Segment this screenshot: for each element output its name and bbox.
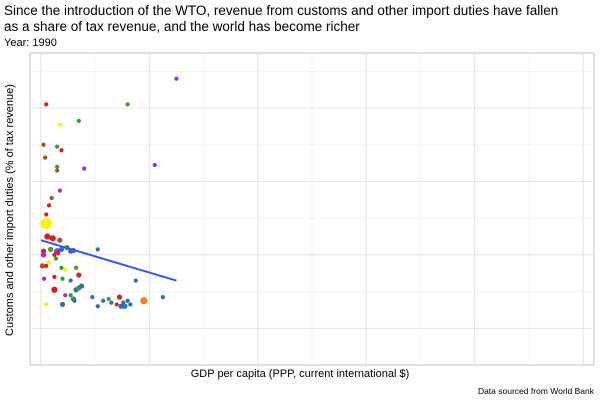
data-point bbox=[57, 237, 63, 243]
data-point bbox=[44, 233, 51, 240]
data-point bbox=[53, 256, 59, 261]
data-point bbox=[174, 76, 179, 81]
data-point bbox=[125, 298, 130, 303]
data-point bbox=[44, 212, 49, 217]
data-point bbox=[40, 218, 52, 230]
data-point bbox=[68, 293, 73, 298]
data-point bbox=[125, 102, 130, 107]
data-point bbox=[90, 294, 95, 300]
data-point bbox=[78, 283, 85, 289]
data-point bbox=[57, 188, 62, 193]
y-axis-label: Customs and other import duties (% of ta… bbox=[4, 84, 16, 336]
data-point bbox=[59, 301, 66, 308]
data-point bbox=[52, 274, 57, 280]
data-point bbox=[41, 142, 46, 147]
chart-title-line-2: as a share of tax revenue, and the world… bbox=[4, 19, 360, 34]
data-point bbox=[63, 293, 68, 298]
chart-title: Since the introduction of the WTO, reven… bbox=[4, 3, 594, 35]
trend-line bbox=[40, 239, 177, 282]
data-point bbox=[116, 294, 123, 300]
x-axis-label: GDP per capita (PPP, current internation… bbox=[190, 368, 410, 380]
data-point bbox=[56, 250, 61, 256]
data-point bbox=[133, 278, 138, 283]
data-point bbox=[55, 168, 60, 173]
data-point bbox=[63, 267, 68, 272]
data-point bbox=[40, 252, 47, 258]
data-point bbox=[52, 252, 57, 257]
data-point bbox=[140, 297, 148, 305]
data-point bbox=[68, 278, 73, 283]
data-point bbox=[51, 286, 58, 293]
data-point bbox=[55, 144, 60, 149]
data-point bbox=[48, 246, 54, 252]
data-point bbox=[76, 118, 81, 124]
data-point bbox=[95, 247, 100, 252]
data-point bbox=[152, 162, 157, 168]
data-point bbox=[40, 248, 47, 254]
data-point bbox=[59, 265, 64, 270]
chart-title-line-1: Since the introduction of the WTO, reven… bbox=[4, 3, 559, 18]
data-points bbox=[39, 76, 179, 309]
data-point bbox=[44, 302, 49, 307]
data-point bbox=[76, 272, 82, 278]
data-point bbox=[101, 298, 106, 303]
data-point bbox=[82, 166, 87, 171]
grid-lines bbox=[30, 53, 594, 365]
data-point bbox=[59, 148, 64, 153]
data-point bbox=[58, 246, 65, 252]
data-point bbox=[109, 300, 114, 305]
data-point bbox=[57, 122, 62, 127]
data-point bbox=[72, 298, 77, 303]
data-point bbox=[44, 102, 49, 107]
data-point bbox=[60, 276, 65, 281]
data-point bbox=[121, 300, 126, 305]
data-point bbox=[43, 155, 48, 160]
data-point bbox=[73, 265, 79, 270]
data-point bbox=[49, 235, 56, 242]
data-point bbox=[39, 263, 46, 269]
data-point bbox=[44, 263, 49, 268]
source-caption: Data sourced from World Bank bbox=[477, 386, 594, 396]
data-point bbox=[55, 164, 60, 169]
data-point bbox=[46, 260, 52, 265]
data-point bbox=[95, 304, 100, 309]
data-point bbox=[49, 195, 54, 201]
data-point bbox=[128, 302, 133, 307]
data-point bbox=[122, 303, 128, 309]
data-point bbox=[118, 303, 124, 309]
trend-layer bbox=[40, 239, 177, 282]
data-point bbox=[160, 294, 165, 300]
data-point bbox=[106, 296, 111, 302]
data-point bbox=[42, 276, 47, 281]
data-point bbox=[114, 302, 119, 307]
data-point bbox=[46, 203, 52, 208]
chart-subtitle: Year: 1990 bbox=[4, 37, 57, 49]
